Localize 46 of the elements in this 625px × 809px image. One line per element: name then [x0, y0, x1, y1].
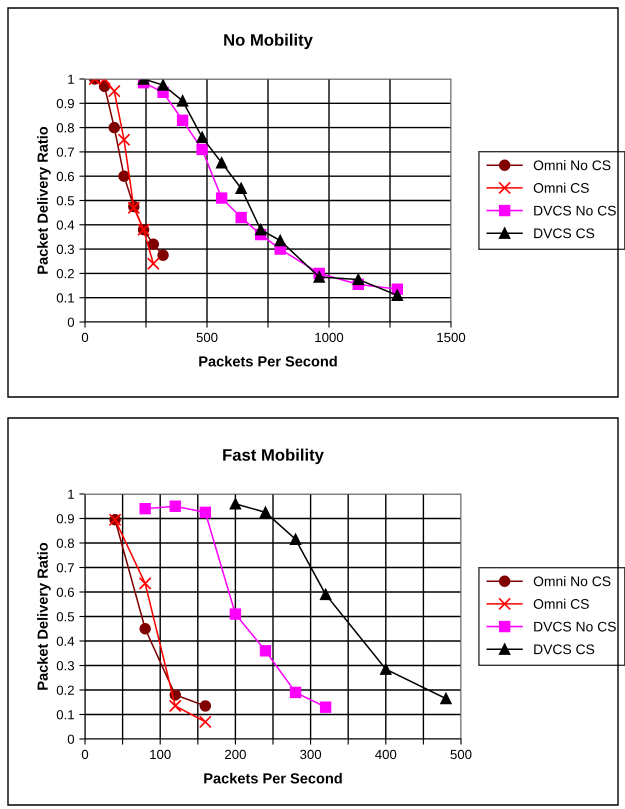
y-tick-label: 0.4: [56, 636, 74, 646]
y-tick-label: 0.1: [56, 293, 74, 303]
y-tick-label: 0.7: [56, 563, 74, 572]
x-tick-label: 200: [225, 750, 246, 760]
y-tick-label: 0.6: [56, 172, 74, 182]
x-tick-label: 0: [82, 332, 88, 342]
legend-label: Omni No CS: [534, 160, 610, 170]
y-tick-label: 0.2: [56, 686, 74, 695]
y-tick-label: 0: [68, 734, 74, 744]
y-tick-label: 1: [68, 74, 74, 84]
y-tick-label: 0.8: [56, 538, 74, 548]
legend-label: Omni No CS: [534, 576, 610, 586]
x-tick-label: 0: [82, 750, 88, 760]
legend-label: DVCS No CS: [534, 622, 616, 632]
y-tick-label: 0.8: [56, 123, 74, 133]
x-axis-title: Packets Per Second: [204, 772, 342, 784]
y-tick-label: 0.4: [56, 220, 74, 230]
y-tick-label: 0.2: [56, 268, 74, 278]
x-tick-label: 1000: [315, 332, 344, 342]
legend-label: DVCS No CS: [534, 206, 616, 216]
y-tick-label: 1: [68, 490, 74, 499]
x-tick-label: 500: [196, 332, 218, 342]
legend-label: DVCS CS: [534, 228, 594, 238]
y-tick-label: 0.5: [56, 196, 74, 206]
chart-title: Fast Mobility: [223, 448, 324, 464]
legend-label: DVCS CS: [534, 644, 594, 654]
legend-label: Omni CS: [534, 598, 589, 609]
x-tick-label: 500: [450, 750, 472, 760]
x-tick-label: 400: [375, 750, 396, 760]
y-tick-label: 0.7: [56, 147, 74, 157]
y-tick-label: 0.3: [56, 244, 74, 254]
chart-title: No Mobility: [224, 34, 313, 50]
y-tick-label: 0.5: [56, 612, 74, 622]
y-axis-title: Packet Delivery Ratio: [37, 126, 51, 274]
x-axis-title: Packets Per Second: [199, 356, 337, 367]
y-axis-title: Packet Delivery Ratio: [37, 542, 51, 690]
x-tick-label: 300: [300, 750, 322, 760]
y-tick-label: 0.9: [56, 514, 74, 524]
x-tick-label: 100: [150, 750, 171, 760]
y-tick-label: 0.6: [56, 588, 74, 597]
legend-label: Omni CS: [534, 182, 589, 193]
y-tick-label: 0.1: [56, 710, 74, 720]
y-tick-label: 0.9: [56, 98, 74, 108]
x-tick-label: 1500: [437, 332, 466, 342]
y-tick-label: 0: [68, 318, 74, 327]
y-tick-label: 0.3: [56, 661, 74, 670]
